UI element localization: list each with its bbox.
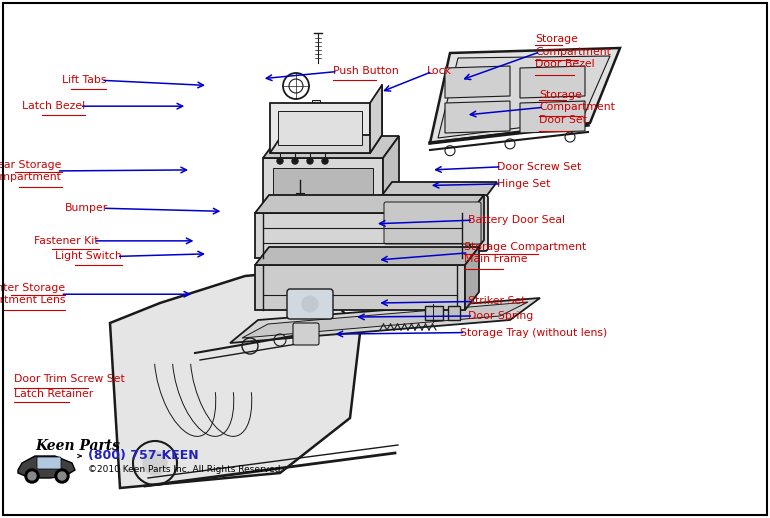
Text: Storage
Compartment
Door Bezel: Storage Compartment Door Bezel: [535, 34, 611, 69]
Polygon shape: [520, 101, 585, 133]
Polygon shape: [230, 298, 540, 343]
Polygon shape: [18, 456, 75, 478]
Circle shape: [322, 158, 328, 164]
Text: (800) 757-KEEN: (800) 757-KEEN: [88, 450, 199, 463]
Text: Hinge Set: Hinge Set: [497, 179, 550, 189]
Text: Door Screw Set: Door Screw Set: [497, 162, 581, 172]
Text: Latch Retainer: Latch Retainer: [14, 388, 93, 399]
Polygon shape: [110, 270, 360, 488]
Circle shape: [25, 469, 39, 483]
Circle shape: [277, 158, 283, 164]
FancyBboxPatch shape: [312, 100, 320, 106]
Polygon shape: [255, 195, 484, 213]
Circle shape: [58, 472, 66, 480]
Text: Storage Compartment
Main Frame: Storage Compartment Main Frame: [464, 241, 586, 264]
FancyBboxPatch shape: [255, 213, 470, 258]
Text: Light Switch: Light Switch: [55, 251, 122, 262]
Circle shape: [307, 158, 313, 164]
Text: Door Trim Screw Set: Door Trim Screw Set: [14, 374, 125, 384]
Polygon shape: [370, 85, 382, 153]
FancyBboxPatch shape: [425, 306, 443, 320]
FancyBboxPatch shape: [255, 265, 465, 310]
Polygon shape: [445, 66, 510, 98]
FancyBboxPatch shape: [273, 168, 373, 228]
FancyBboxPatch shape: [283, 258, 303, 270]
Polygon shape: [380, 182, 497, 198]
Text: Push Button: Push Button: [333, 66, 398, 77]
Text: Striker Set: Striker Set: [468, 296, 526, 307]
Text: Rear Storage
Compartment: Rear Storage Compartment: [0, 160, 62, 182]
FancyBboxPatch shape: [287, 289, 333, 319]
FancyBboxPatch shape: [448, 306, 460, 320]
Text: Lock: Lock: [427, 66, 452, 77]
Polygon shape: [242, 302, 528, 338]
Circle shape: [55, 469, 69, 483]
Polygon shape: [430, 48, 620, 143]
FancyBboxPatch shape: [308, 116, 318, 128]
Circle shape: [28, 472, 36, 480]
Polygon shape: [263, 136, 399, 158]
Text: Keen Parts: Keen Parts: [35, 439, 120, 453]
FancyBboxPatch shape: [304, 106, 332, 118]
FancyBboxPatch shape: [293, 323, 319, 345]
Polygon shape: [270, 135, 382, 153]
Circle shape: [143, 451, 167, 475]
Circle shape: [302, 296, 318, 312]
Text: Storage
Compartment
Door Set: Storage Compartment Door Set: [539, 90, 615, 125]
Text: Latch Bezel: Latch Bezel: [22, 101, 85, 111]
Circle shape: [292, 158, 298, 164]
Text: Door Spring: Door Spring: [468, 311, 534, 321]
Polygon shape: [383, 136, 399, 238]
Text: Bumper: Bumper: [65, 203, 108, 213]
Polygon shape: [270, 103, 370, 153]
Polygon shape: [465, 247, 479, 310]
Text: Lift Tabs: Lift Tabs: [62, 75, 106, 85]
Polygon shape: [520, 66, 585, 98]
Polygon shape: [438, 56, 610, 138]
Polygon shape: [470, 195, 484, 258]
Polygon shape: [255, 247, 479, 265]
Text: Center Storage
Compartment Lens: Center Storage Compartment Lens: [0, 283, 65, 306]
FancyBboxPatch shape: [278, 111, 362, 145]
Text: Battery Door Seal: Battery Door Seal: [468, 215, 565, 225]
FancyBboxPatch shape: [384, 202, 481, 244]
Polygon shape: [445, 101, 510, 133]
FancyBboxPatch shape: [37, 457, 61, 469]
FancyBboxPatch shape: [377, 195, 488, 251]
FancyBboxPatch shape: [263, 158, 383, 238]
Text: Storage Tray (without lens): Storage Tray (without lens): [460, 327, 608, 338]
Text: ©2010 Keen Parts Inc. All Rights Reserved: ©2010 Keen Parts Inc. All Rights Reserve…: [88, 466, 280, 474]
Text: Fastener Kit: Fastener Kit: [34, 236, 99, 246]
